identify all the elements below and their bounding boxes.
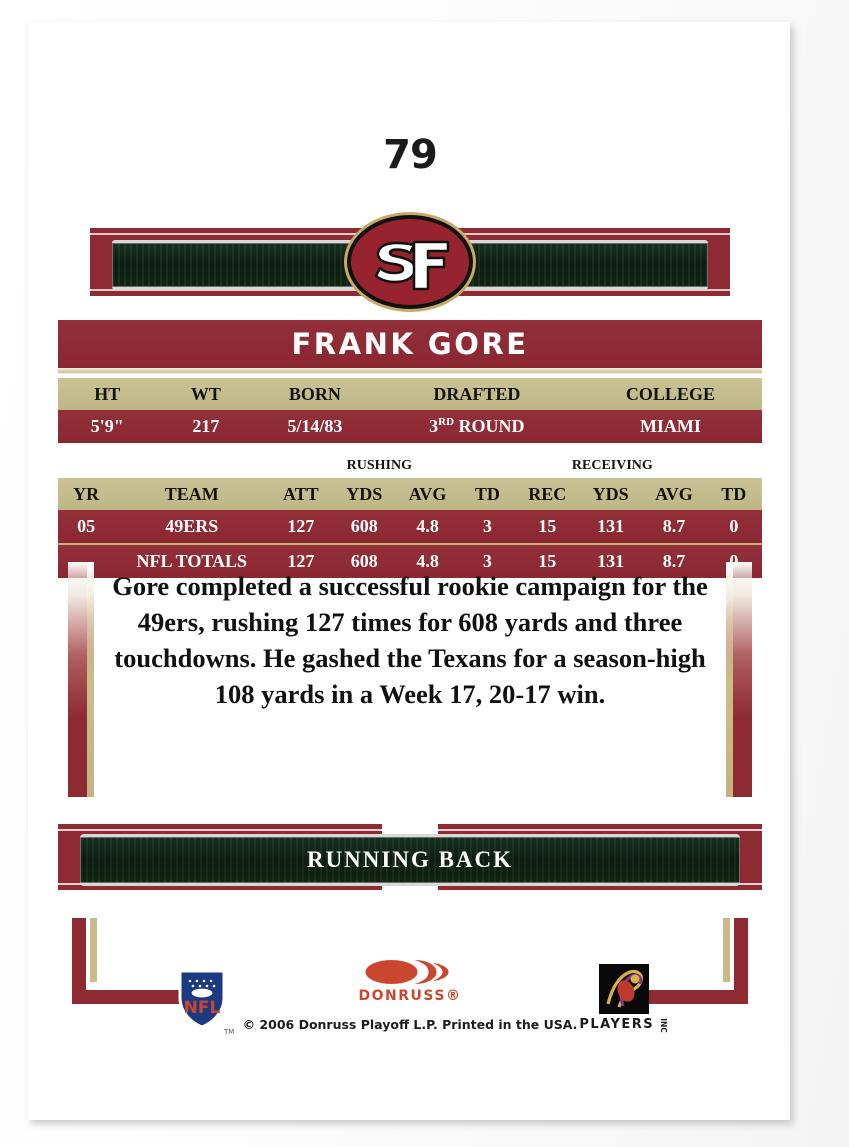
bio-gold-stripe-left xyxy=(87,562,94,797)
stats-header-rush-avg: AVG xyxy=(408,483,447,504)
season-rush-td: 3 xyxy=(482,516,492,536)
totals-rec-avg: 8.7 xyxy=(662,551,686,571)
nfl-shield-icon: NFL xyxy=(176,968,228,1030)
stats-header-row: YR TEAM ATT YDS AVG TD REC YDS AVG TD xyxy=(58,478,762,510)
season-rush-yds: 608 xyxy=(350,516,378,536)
card-footer: NFL TM DONRUSS® © 2006 Donruss Playoff L… xyxy=(58,946,762,1038)
bio-header-born: BORN xyxy=(288,383,341,404)
stats-group-header-row: RUSHING RECEIVING xyxy=(58,454,762,478)
player-bio-text: Gore completed a successful rookie campa… xyxy=(112,571,708,709)
stats-header-yr: YR xyxy=(73,483,100,504)
stats-header-rec-yds: YDS xyxy=(592,483,629,504)
bio-value-wt: 217 xyxy=(192,416,220,436)
donruss-swoosh-icon xyxy=(365,960,449,984)
bracket-vertical-right xyxy=(734,918,748,990)
totals-rec: 15 xyxy=(538,551,557,571)
season-rec-td: 0 xyxy=(729,516,739,536)
trading-card-back: 79 FRANK GORE HT WT xyxy=(28,22,790,1120)
table-gap xyxy=(58,443,762,456)
players-inc-icon xyxy=(599,964,649,1014)
draft-round-suffix: RD xyxy=(438,416,455,428)
season-yr: 05 xyxy=(77,516,96,536)
player-position: RUNNING BACK xyxy=(306,847,514,872)
stats-header-team: TEAM xyxy=(164,483,219,504)
team-logo-banner xyxy=(90,215,731,309)
bio-header-wt: WT xyxy=(190,383,221,404)
player-bio-section: Gore completed a successful rookie campa… xyxy=(58,562,762,812)
bio-gold-stripe-right xyxy=(726,562,733,797)
table-row: 05 49ERS 127 608 4.8 3 15 131 8.7 0 xyxy=(58,510,762,543)
name-bar-divider xyxy=(58,368,762,378)
players-inc-wordmark: PLAYERS INC xyxy=(578,1017,670,1033)
bio-value-college: MIAMI xyxy=(639,416,701,436)
svg-text:NFL: NFL xyxy=(184,998,221,1018)
draft-round-word: ROUND xyxy=(458,416,525,436)
totals-team: NFL TOTALS xyxy=(136,551,248,571)
bracket-horizontal-left xyxy=(72,990,184,1004)
bracket-vertical-left xyxy=(72,918,86,990)
bio-header-drafted: DRAFTED xyxy=(433,383,521,404)
season-rush-att: 127 xyxy=(287,516,315,536)
bio-value-born: 5/14/83 xyxy=(287,416,343,436)
bio-header-row: HT WT BORN DRAFTED COLLEGE xyxy=(58,378,762,410)
inc-word: INC xyxy=(658,1018,668,1033)
totals-rush-att: 127 xyxy=(287,551,315,571)
bio-header-ht: HT xyxy=(94,383,121,404)
donruss-logo: DONRUSS® xyxy=(359,957,462,1004)
draft-round-number: 3 xyxy=(429,416,439,436)
player-name: FRANK GORE xyxy=(291,327,529,361)
stats-group-receiving: RECEIVING xyxy=(571,458,653,473)
season-team: 49ERS xyxy=(165,516,219,536)
season-rec-avg: 8.7 xyxy=(662,516,686,536)
stats-header-rush-att: ATT xyxy=(283,483,319,504)
copyright-text: © 2006 Donruss Playoff L.P. Printed in t… xyxy=(242,1017,578,1032)
stats-header-rec-avg: AVG xyxy=(655,483,693,504)
season-rec: 15 xyxy=(538,516,557,536)
player-name-bar: FRANK GORE xyxy=(58,320,762,368)
bracket-horizontal-right xyxy=(636,990,748,1004)
bio-header-college: COLLEGE xyxy=(625,383,715,404)
stats-table: RUSHING RECEIVING YR TEAM ATT YDS AVG TD… xyxy=(58,454,762,578)
totals-rec-td: 0 xyxy=(729,551,739,571)
bio-value-ht: 5'9" xyxy=(90,416,124,436)
players-word: PLAYERS xyxy=(579,1017,655,1032)
position-banner: RUNNING BACK xyxy=(58,824,762,900)
bracket-gold-left xyxy=(90,918,97,982)
card-content-area: 79 FRANK GORE HT WT xyxy=(58,54,762,1092)
bio-value-row: 5'9" 217 5/14/83 3RD ROUND MIAMI xyxy=(58,410,762,443)
players-inc-logo: PLAYERS INC xyxy=(578,964,670,1033)
totals-rush-yds: 608 xyxy=(350,551,378,571)
nfl-trademark-label: TM xyxy=(224,1028,235,1036)
corner-bracket-left xyxy=(58,918,198,1004)
stats-header-rec: REC xyxy=(528,483,567,504)
donruss-wordmark: DONRUSS® xyxy=(358,988,462,1004)
stats-header-rush-yds: YDS xyxy=(346,483,383,504)
card-number: 79 xyxy=(383,132,438,178)
totals-rush-avg: 4.8 xyxy=(416,551,439,571)
table-row: NFL TOTALS 127 608 4.8 3 15 131 8.7 0 xyxy=(58,543,762,578)
totals-rush-td: 3 xyxy=(482,551,492,571)
sf-49ers-logo xyxy=(347,215,473,309)
season-rush-avg: 4.8 xyxy=(416,516,439,536)
season-rec-yds: 131 xyxy=(597,516,625,536)
bio-value-drafted: 3RD ROUND xyxy=(375,416,579,437)
stats-group-rushing: RUSHING xyxy=(346,458,412,473)
bracket-gold-right xyxy=(723,918,730,982)
bio-table: HT WT BORN DRAFTED COLLEGE 5'9" 217 5/14… xyxy=(58,378,762,456)
position-core-stripe: RUNNING BACK xyxy=(80,834,740,886)
stats-header-rush-td: TD xyxy=(474,483,500,504)
stats-header-rec-td: TD xyxy=(721,483,747,504)
totals-rec-yds: 131 xyxy=(597,551,625,571)
corner-bracket-right xyxy=(622,918,762,1004)
